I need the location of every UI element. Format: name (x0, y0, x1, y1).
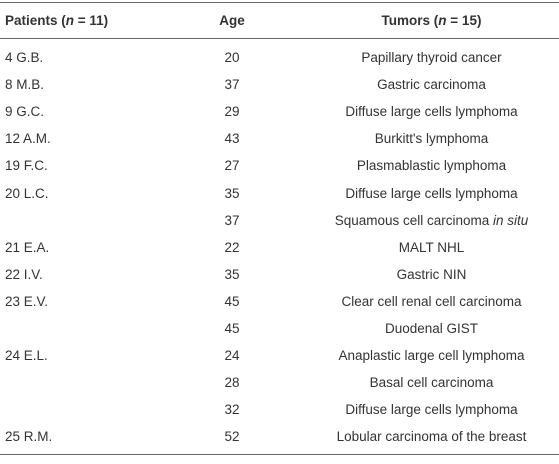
table-cell: 43 (224, 131, 240, 147)
table-cell: 9 G.C. (5, 104, 45, 120)
table-cell: 25 R.M. (0, 423, 160, 456)
table-cell: 37 (224, 77, 240, 93)
table-cell (0, 315, 160, 342)
table-cell: 21 E.A. (5, 239, 50, 255)
table-cell: 20 L.C. (5, 185, 49, 201)
table-cell: Plasmablastic lymphoma (356, 158, 507, 174)
table-cell: Squamous cell carcinoma in situ (304, 207, 559, 234)
table-cell: 28 (224, 375, 240, 391)
table-cell: 12 A.M. (5, 131, 51, 147)
table-row: 4 G.B. 20 Papillary thyroid cancer (0, 39, 559, 72)
table-cell: 32 (224, 402, 240, 418)
text-segment: Squamous cell carcinoma (334, 212, 494, 228)
table-cell: 35 (224, 266, 240, 282)
table-cell: 45 (224, 293, 240, 309)
table-cell: Gastric NIN (396, 266, 467, 282)
table-cell: Clear cell renal cell carcinoma (341, 293, 522, 309)
table-cell: MALT NHL (398, 239, 465, 255)
table-cell: Diffuse large cells lymphoma (345, 402, 518, 418)
table-cell: 37 (224, 212, 240, 228)
table-cell: Anaplastic large cell lymphoma (338, 348, 525, 364)
table-cell: 24 (224, 348, 240, 364)
table-cell: Papillary thyroid cancer (361, 50, 502, 66)
header-cell: Tumors (n = 15) (304, 2, 559, 39)
table-cell (0, 369, 160, 396)
header-cell: Patients (n = 11) (0, 2, 160, 39)
text-segment: Patients ( (5, 13, 66, 28)
text-segment: = 11) (74, 13, 109, 28)
table-cell: Basal cell carcinoma (369, 375, 494, 391)
table-row: 12 A.M. 43 Burkitt's lymphoma (0, 125, 559, 152)
table-cell (0, 207, 160, 234)
table: Patients (n = 11) Age Tumors (n = 15) 4 G.… (0, 2, 559, 456)
table-cell: 35 (224, 185, 240, 201)
text-segment: n (438, 13, 447, 28)
table-cell: Duodenal GIST (384, 320, 479, 336)
table-row: 45 Duodenal GIST (0, 315, 559, 342)
text-segment: in situ (493, 212, 529, 228)
table-cell: Diffuse large cells lymphoma (345, 104, 518, 120)
table-row: 21 E.A. 22 MALT NHL (0, 234, 559, 261)
table-cell: 19 F.C. (5, 158, 48, 174)
table-row: 20 L.C. 35 Diffuse large cells lymphoma (0, 179, 559, 206)
table-row: 22 I.V. 35 Gastric NIN (0, 261, 559, 288)
table-cell: 22 I.V. (5, 266, 43, 282)
table-cell: 24 E.L. (5, 348, 48, 364)
table-row: 8 M.B. 37 Gastric carcinoma (0, 71, 559, 98)
header-cell: Age (160, 2, 304, 39)
table-row: 23 E.V. 45 Clear cell renal cell carcinoma (0, 288, 559, 315)
table-row: 24 E.L. 24 Anaplastic large cell lymphoma (0, 342, 559, 369)
table-body: 4 G.B. 20 Papillary thyroid cancer 8 M.B. 37… (0, 39, 559, 456)
table-cell: 8 M.B. (5, 77, 45, 93)
table-cell: 20 (224, 50, 240, 66)
table-row: 25 R.M. 52 Lobular carcinoma of the breast (0, 423, 559, 456)
table-cell: 4 G.B. (5, 50, 44, 66)
table-cell: Diffuse large cells lymphoma (345, 185, 518, 201)
table-cell: Burkitt's lymphoma (374, 131, 489, 147)
table-cell: Gastric carcinoma (377, 77, 486, 93)
table-cell: 23 E.V. (5, 293, 49, 309)
text-segment: Tumors ( (381, 13, 439, 28)
table-row: 28 Basal cell carcinoma (0, 369, 559, 396)
table-row: 19 F.C. 27 Plasmablastic lymphoma (0, 152, 559, 179)
text-segment: Age (219, 13, 245, 28)
table-cell: 52 (160, 423, 304, 456)
table-row: 32 Diffuse large cells lymphoma (0, 396, 559, 423)
text-segment: n (65, 13, 75, 28)
header-row: Patients (n = 11) Age Tumors (n = 15) (0, 2, 559, 39)
table-cell (0, 396, 160, 423)
table-cell: 29 (224, 104, 240, 120)
table-cell: 27 (224, 158, 240, 174)
table-cell: 45 (224, 320, 240, 336)
table-cell: Lobular carcinoma of the breast (304, 423, 559, 456)
table-row: 9 G.C. 29 Diffuse large cells lymphoma (0, 98, 559, 125)
table-cell: 22 (224, 239, 240, 255)
text-segment: = 15) (446, 13, 482, 28)
table-row: 37 Squamous cell carcinoma in situ (0, 207, 559, 234)
